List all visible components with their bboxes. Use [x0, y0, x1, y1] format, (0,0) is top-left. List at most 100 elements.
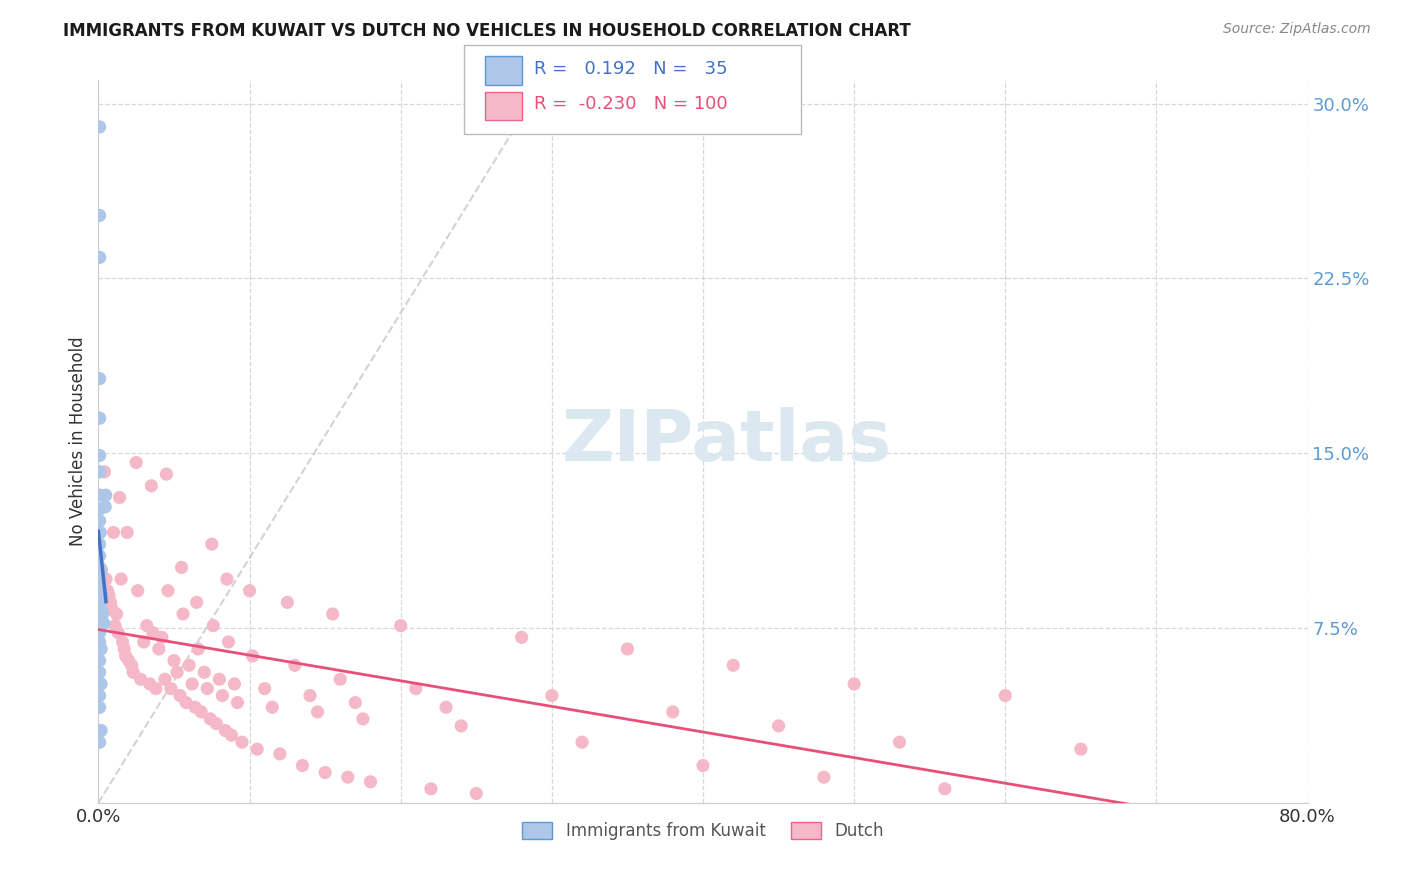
Point	[200, 712, 222, 726]
Point	[190, 705, 212, 719]
Point	[89, 537, 111, 551]
Point	[89, 549, 111, 563]
Point	[112, 642, 135, 657]
Point	[90, 563, 112, 577]
Point	[352, 712, 374, 726]
Point	[170, 560, 193, 574]
Point	[96, 583, 118, 598]
Point	[90, 583, 112, 598]
Point	[89, 700, 111, 714]
Point	[135, 618, 157, 632]
Point	[89, 612, 111, 626]
Point	[125, 456, 148, 470]
Point	[89, 371, 111, 385]
Point	[104, 618, 127, 632]
Point	[150, 630, 173, 644]
Point	[121, 658, 143, 673]
Point	[98, 588, 121, 602]
Legend: Immigrants from Kuwait, Dutch: Immigrants from Kuwait, Dutch	[515, 814, 891, 848]
Point	[160, 681, 183, 696]
Point	[110, 572, 132, 586]
Point	[94, 500, 117, 514]
Point	[148, 642, 170, 657]
Point	[360, 774, 382, 789]
Point	[90, 602, 112, 616]
Point	[253, 681, 276, 696]
Point	[201, 537, 224, 551]
Point	[90, 677, 112, 691]
Point	[336, 770, 359, 784]
Point	[193, 665, 215, 680]
Point	[172, 607, 194, 621]
Point	[114, 648, 136, 663]
Point	[322, 607, 344, 621]
Point	[155, 467, 177, 482]
Point	[90, 642, 112, 657]
Point	[89, 514, 111, 528]
Point	[89, 689, 111, 703]
Point	[93, 616, 115, 631]
Point	[465, 787, 488, 801]
Point	[284, 658, 307, 673]
Point	[187, 642, 209, 657]
Point	[101, 602, 124, 616]
Point	[226, 696, 249, 710]
Point	[208, 673, 231, 687]
Point	[450, 719, 472, 733]
Point	[768, 719, 790, 733]
Point	[510, 630, 533, 644]
Point	[89, 625, 111, 640]
Point	[214, 723, 236, 738]
Text: R =   0.192   N =   35: R = 0.192 N = 35	[534, 60, 728, 78]
Point	[215, 572, 238, 586]
Point	[269, 747, 291, 761]
Point	[139, 677, 162, 691]
Point	[91, 588, 114, 602]
Point	[239, 583, 262, 598]
Point	[314, 765, 336, 780]
Point	[166, 665, 188, 680]
Point	[844, 677, 866, 691]
Point	[186, 595, 208, 609]
Point	[145, 681, 167, 696]
Point	[221, 728, 243, 742]
Point	[405, 681, 427, 696]
Point	[89, 665, 111, 680]
Point	[299, 689, 322, 703]
Point	[307, 705, 329, 719]
Point	[127, 583, 149, 598]
Point	[692, 758, 714, 772]
Point	[89, 120, 111, 134]
Point	[661, 705, 683, 719]
Point	[184, 700, 207, 714]
Point	[89, 251, 111, 265]
Point	[91, 607, 114, 621]
Point	[111, 635, 134, 649]
Point	[224, 677, 246, 691]
Point	[242, 648, 264, 663]
Point	[217, 635, 239, 649]
Point	[934, 781, 956, 796]
Point	[94, 572, 117, 586]
Point	[994, 689, 1017, 703]
Point	[329, 673, 352, 687]
Point	[813, 770, 835, 784]
Point	[231, 735, 253, 749]
Point	[344, 696, 367, 710]
Point	[94, 488, 117, 502]
Point	[89, 411, 111, 425]
Point	[262, 700, 284, 714]
Point	[129, 673, 152, 687]
Point	[89, 735, 111, 749]
Point	[118, 654, 141, 668]
Point	[1070, 742, 1092, 756]
Point	[89, 572, 111, 586]
Point	[205, 716, 228, 731]
Point	[89, 595, 111, 609]
Point	[142, 625, 165, 640]
Point	[100, 595, 122, 609]
Point	[723, 658, 745, 673]
Point	[89, 449, 111, 463]
Point	[420, 781, 443, 796]
Point	[89, 209, 111, 223]
